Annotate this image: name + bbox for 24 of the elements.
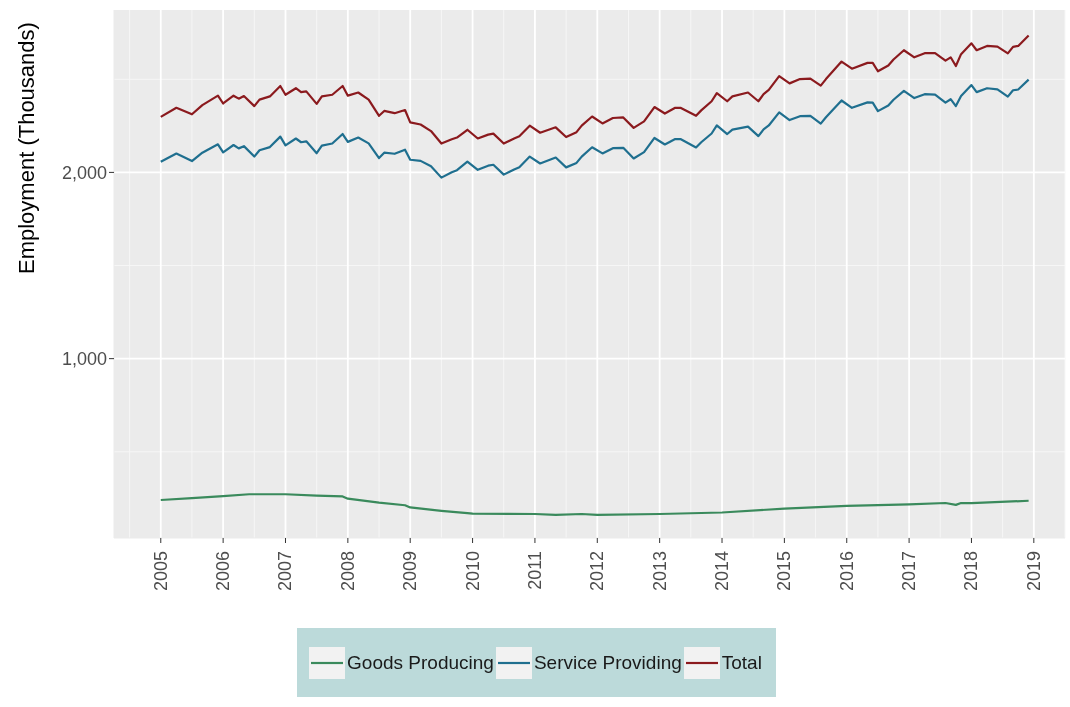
- x-tick-label: 2007: [275, 551, 296, 592]
- legend-label: Goods Producing: [347, 651, 494, 674]
- x-tick-label: 2006: [213, 551, 234, 592]
- x-tick-label: 2013: [649, 551, 670, 592]
- legend-label: Service Providing: [533, 651, 682, 674]
- x-tick-label: 2015: [774, 551, 795, 592]
- y-tick-label: 1,000: [61, 349, 107, 370]
- x-tick-label: 2018: [961, 551, 982, 592]
- x-tick-label: 2010: [462, 551, 483, 592]
- x-tick-label: 2005: [150, 551, 171, 592]
- line-series: [159, 78, 1030, 179]
- x-tick-label: 2017: [899, 551, 920, 592]
- line-series: [159, 493, 1030, 517]
- line-series: [159, 34, 1030, 145]
- x-tick-label: 2014: [712, 551, 733, 592]
- y-axis-title: Employment (Thousands): [13, 22, 39, 274]
- x-tick-label: 2009: [400, 551, 421, 592]
- legend-label: Total: [721, 651, 762, 674]
- x-tick-label: 2016: [836, 551, 857, 592]
- x-tick-label: 2008: [337, 551, 358, 592]
- x-tick-label: 2011: [524, 551, 545, 590]
- x-tick-label: 2012: [587, 551, 608, 592]
- x-tick-label: 2019: [1023, 551, 1044, 592]
- y-tick-label: 2,000: [61, 162, 107, 183]
